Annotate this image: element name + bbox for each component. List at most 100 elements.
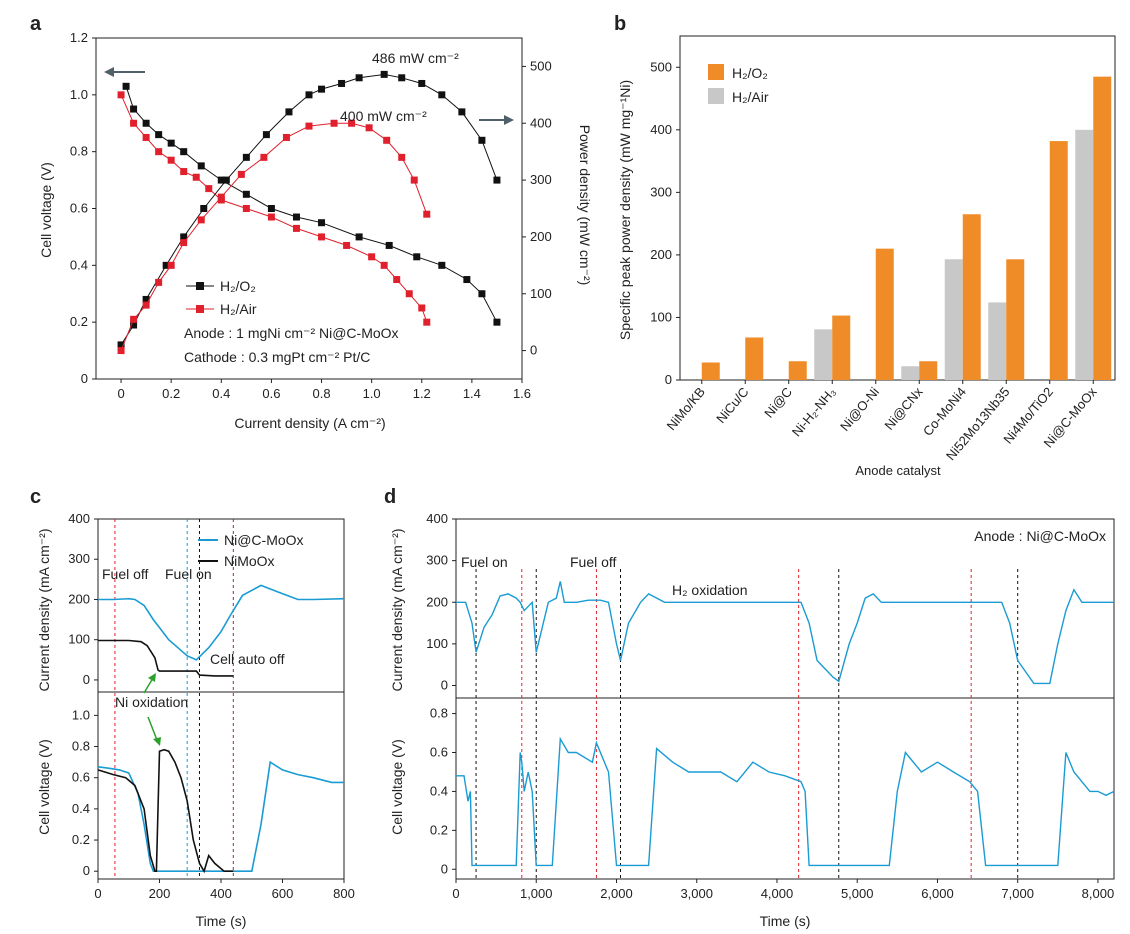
a-series-line: [125, 86, 498, 323]
b-xtick-label: Ni@C: [761, 384, 795, 420]
a-xtick-label: 1.6: [513, 386, 531, 401]
b-bar: [1093, 76, 1112, 381]
b-xtick-label: Ni@O-Ni: [837, 384, 882, 434]
b-bar: [1075, 129, 1094, 380]
b-ytick-label: 100: [650, 309, 672, 324]
panel-a-xlabel: Current density (A cm⁻²): [234, 415, 385, 431]
a-point: [318, 85, 326, 93]
a-point: [438, 261, 446, 269]
d-ytick-top-label: 100: [426, 636, 448, 651]
panel-c-ticks: 0 200 400 600 800 0 100 200 300 400 0 0.2 0.4 0.6 0.8 1…: [68, 511, 355, 901]
d-xtick-label: 7,000: [1001, 886, 1034, 901]
a-point: [222, 176, 230, 184]
a-ytick-label: 0: [81, 371, 88, 386]
a-ytick-label: 0.2: [70, 314, 88, 329]
panel-b-ticks: 0 100 200 300 400 500 NiMo/KB NiCu/C Ni@CNi-H₂-N…: [650, 59, 1100, 463]
a-point: [343, 241, 351, 249]
a-point: [385, 241, 393, 249]
a-point: [197, 162, 205, 170]
a-y2tick-label: 400: [530, 115, 552, 130]
c-xtick-label: 400: [210, 886, 232, 901]
b-bar: [788, 361, 807, 380]
a-point: [410, 176, 418, 184]
panel-c-xlabel: Time (s): [196, 913, 247, 929]
panel-b-label: b: [614, 13, 626, 35]
a-series-line: [120, 73, 498, 346]
c-ytick-top-label: 400: [68, 511, 90, 526]
a-point: [380, 261, 388, 269]
d-xtick-label: 6,000: [921, 886, 954, 901]
a-point: [383, 136, 391, 144]
a-y2tick-label: 100: [530, 286, 552, 301]
panel-a-legend: H₂/O₂ H₂/Air: [186, 278, 257, 317]
b-bar: [919, 361, 938, 380]
panel-c-ni-oxidation: Ni oxidation: [115, 694, 188, 710]
a-xtick-label: 0.2: [162, 386, 180, 401]
b-bar: [814, 329, 833, 380]
d-ytick-bottom-label: 0: [441, 861, 448, 876]
a-point: [260, 153, 268, 161]
a-point: [305, 91, 313, 99]
panel-b-plot: [701, 76, 1112, 381]
a-xtick-label: 0: [117, 386, 124, 401]
a-point: [180, 239, 188, 247]
d-ytick-top-label: 200: [426, 594, 448, 609]
panel-b-frame: [679, 35, 1116, 381]
c-ytick-bottom-label: 0.8: [72, 739, 90, 754]
legend-a-o2: H₂/O₂: [220, 278, 256, 294]
c-series-line: [98, 639, 234, 677]
a-ytick-label: 0.8: [70, 144, 88, 159]
d-ytick-bottom-label: 0.4: [430, 783, 448, 798]
panel-a-peak-o2: 486 mW cm⁻²: [372, 50, 459, 66]
a-point: [493, 176, 501, 184]
a-point: [242, 205, 250, 212]
d-ytick-top-label: 400: [426, 511, 448, 526]
a-point: [217, 193, 225, 201]
d-xtick-label: 4,000: [761, 886, 794, 901]
panel-a-y2label: Power density (mW cm⁻²): [577, 125, 593, 286]
a-y2tick-label: 500: [530, 58, 552, 73]
c-ytick-bottom-label: 0: [83, 863, 90, 878]
panel-d-ylabel-top: Current density (mA cm⁻²): [389, 529, 405, 692]
b-ytick-label: 0: [665, 372, 672, 387]
a-point: [167, 156, 175, 164]
c-ytick-top-label: 200: [68, 591, 90, 606]
panel-c-fuel-on: Fuel on: [165, 566, 212, 582]
a-point: [458, 108, 466, 116]
panel-a-plot: [117, 70, 501, 355]
b-xtick-label: Ni-H₂-NH₃: [789, 384, 839, 439]
panel-d-plot: [456, 569, 1115, 879]
c-ytick-top-label: 100: [68, 632, 90, 647]
a-point: [130, 119, 138, 127]
panel-c-ylabel-top: Current density (mA cm⁻²): [36, 529, 52, 692]
panel-a-ylabel: Cell voltage (V): [38, 162, 54, 258]
c-xtick-label: 600: [272, 886, 294, 901]
d-ytick-top-label: 300: [426, 553, 448, 568]
a-point: [130, 315, 138, 323]
a-point: [305, 122, 313, 130]
panel-d-ylabel-bottom: Cell voltage (V): [389, 739, 405, 835]
a-point: [418, 79, 426, 87]
d-ytick-bottom-label: 0.2: [430, 822, 448, 837]
panel-d-frame: [455, 518, 1115, 880]
d-series-line: [456, 736, 1115, 867]
a-point: [237, 170, 245, 178]
b-xtick-label: Ni@CNx: [881, 384, 925, 433]
a-point: [418, 304, 426, 312]
a-point: [463, 276, 471, 284]
c-ytick-top-label: 0: [83, 672, 90, 687]
panel-c-ylabel-bottom: Cell voltage (V): [36, 739, 52, 835]
legend-c-nic: Ni@C-MoOx: [224, 532, 304, 548]
a-xtick-label: 1.4: [463, 386, 481, 401]
c-ytick-bottom-label: 0.4: [72, 801, 90, 816]
panel-a-cathode: Cathode : 0.3 mgPt cm⁻² Pt/C: [184, 349, 370, 365]
a-point: [423, 210, 431, 218]
panel-c-fuel-off: Fuel off: [102, 566, 149, 582]
a-point: [398, 153, 406, 161]
a-point: [380, 70, 388, 78]
a-point: [292, 213, 300, 221]
a-y2tick-label: 0: [530, 343, 537, 358]
b-ytick-label: 200: [650, 247, 672, 262]
a-point: [117, 91, 125, 99]
c-xtick-label: 800: [333, 886, 355, 901]
